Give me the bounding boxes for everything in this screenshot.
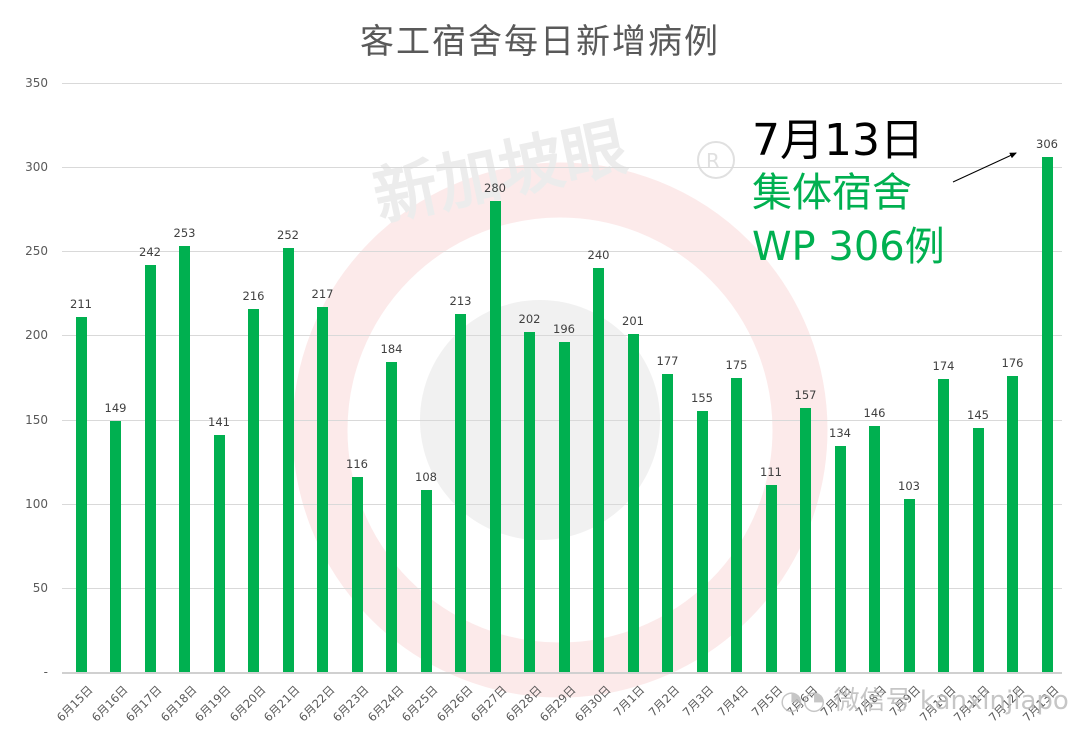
bar xyxy=(110,421,121,672)
x-tick-label: 7月3日 xyxy=(680,682,717,720)
x-tick-label: 6月18日 xyxy=(157,682,200,725)
x-tick-label: 6月29日 xyxy=(536,682,579,725)
bar xyxy=(869,426,880,672)
bar xyxy=(593,268,604,672)
y-tick-label: - xyxy=(43,665,48,679)
bar-value-label: 242 xyxy=(139,244,161,259)
bar xyxy=(282,247,294,672)
bar xyxy=(800,407,811,672)
x-tick-label: 6月26日 xyxy=(433,682,476,725)
y-tick-label: 200 xyxy=(25,328,48,343)
bar xyxy=(386,362,397,672)
bar xyxy=(627,333,639,672)
x-tick-label: 6月15日 xyxy=(53,682,96,725)
annotation-count: WP 306例 xyxy=(752,224,945,270)
wechat-icon: ◔◔ xyxy=(780,686,834,716)
bar-value-label: 196 xyxy=(553,322,575,337)
gridline xyxy=(62,167,1062,169)
bar xyxy=(248,308,259,672)
bar xyxy=(972,427,984,672)
bar xyxy=(1007,375,1018,672)
x-tick-label: 6月21日 xyxy=(260,682,303,725)
bar xyxy=(455,313,466,672)
x-tick-label: 6月30日 xyxy=(571,682,614,725)
bar-value-label: 145 xyxy=(967,407,989,422)
bar xyxy=(75,316,87,672)
bar-value-label: 217 xyxy=(311,286,334,301)
bar xyxy=(524,332,535,672)
bar xyxy=(213,434,225,672)
bar xyxy=(938,379,949,672)
gridline xyxy=(62,335,1062,337)
x-tick-label: 6月16日 xyxy=(88,682,131,725)
bar xyxy=(662,374,673,672)
bar xyxy=(834,446,846,672)
annotation-dormitory: 集体宿舍 xyxy=(752,170,912,216)
bar-value-label: 175 xyxy=(725,357,748,372)
bar-value-label: 134 xyxy=(829,426,851,441)
bar xyxy=(731,377,742,672)
bar-value-label: 155 xyxy=(691,391,713,406)
bar xyxy=(765,485,777,672)
bar-value-label: 213 xyxy=(449,293,472,308)
bar-value-label: 141 xyxy=(208,414,230,429)
bar-value-label: 176 xyxy=(1001,355,1024,370)
x-tick-label: 6月24日 xyxy=(364,682,407,725)
bar-value-label: 306 xyxy=(1036,137,1058,152)
x-axis-line xyxy=(62,672,1062,674)
x-tick-label: 7月1日 xyxy=(611,682,648,720)
y-tick-label: 350 xyxy=(25,76,48,90)
bar-value-label: 252 xyxy=(277,227,299,242)
x-tick-label: 6月28日 xyxy=(502,682,545,725)
x-tick-label: 6月20日 xyxy=(226,682,269,725)
bar-value-label: 111 xyxy=(760,465,782,480)
bar-value-label: 201 xyxy=(622,313,644,328)
bar-value-label: 202 xyxy=(518,312,541,327)
bar-value-label: 177 xyxy=(656,354,679,369)
bar-value-label: 146 xyxy=(863,406,886,421)
bar-value-label: 216 xyxy=(242,288,265,303)
y-tick-label: 100 xyxy=(25,496,48,511)
y-tick-label: 150 xyxy=(25,412,48,427)
bar xyxy=(351,476,363,672)
bar xyxy=(489,200,501,672)
x-tick-label: 6月23日 xyxy=(329,682,372,725)
x-tick-label: 7月2日 xyxy=(645,682,683,720)
x-tick-label: 6月19日 xyxy=(191,682,234,725)
bar-value-label: 174 xyxy=(932,359,955,374)
gridline xyxy=(62,83,1062,84)
bar-value-label: 103 xyxy=(898,478,920,493)
annotation-date: 7月13日 xyxy=(752,115,924,166)
y-tick-label: 250 xyxy=(25,244,48,259)
x-tick-label: 6月17日 xyxy=(122,682,165,725)
bar xyxy=(1041,157,1053,672)
bar xyxy=(696,411,708,672)
bar-value-label: 184 xyxy=(380,342,403,357)
bar xyxy=(144,264,156,672)
x-tick-label: 7月4日 xyxy=(714,682,752,720)
bar xyxy=(558,342,570,672)
bar xyxy=(179,246,190,672)
bar-value-label: 211 xyxy=(70,296,92,311)
x-tick-label: 6月22日 xyxy=(295,682,338,725)
bar-value-label: 108 xyxy=(415,470,437,485)
bar xyxy=(420,490,432,672)
x-tick-label: 6月27日 xyxy=(467,682,510,725)
bar xyxy=(903,498,915,672)
y-tick-label: 50 xyxy=(32,580,48,595)
bar-value-label: 240 xyxy=(587,248,610,263)
wechat-watermark: ◔◔ 微信号 kanxinjiapo xyxy=(780,686,1069,716)
gridline xyxy=(62,251,1062,253)
bar-value-label: 116 xyxy=(346,456,368,471)
chart-title: 客工宿舍每日新增病例 xyxy=(360,22,720,62)
bar xyxy=(317,306,328,672)
bar-value-label: 253 xyxy=(173,226,196,241)
bar-value-label: 157 xyxy=(794,387,817,402)
y-tick-label: 300 xyxy=(25,160,48,175)
bar-value-label: 149 xyxy=(104,401,127,416)
bar-value-label: 280 xyxy=(484,180,506,195)
x-tick-label: 6月25日 xyxy=(398,682,441,725)
